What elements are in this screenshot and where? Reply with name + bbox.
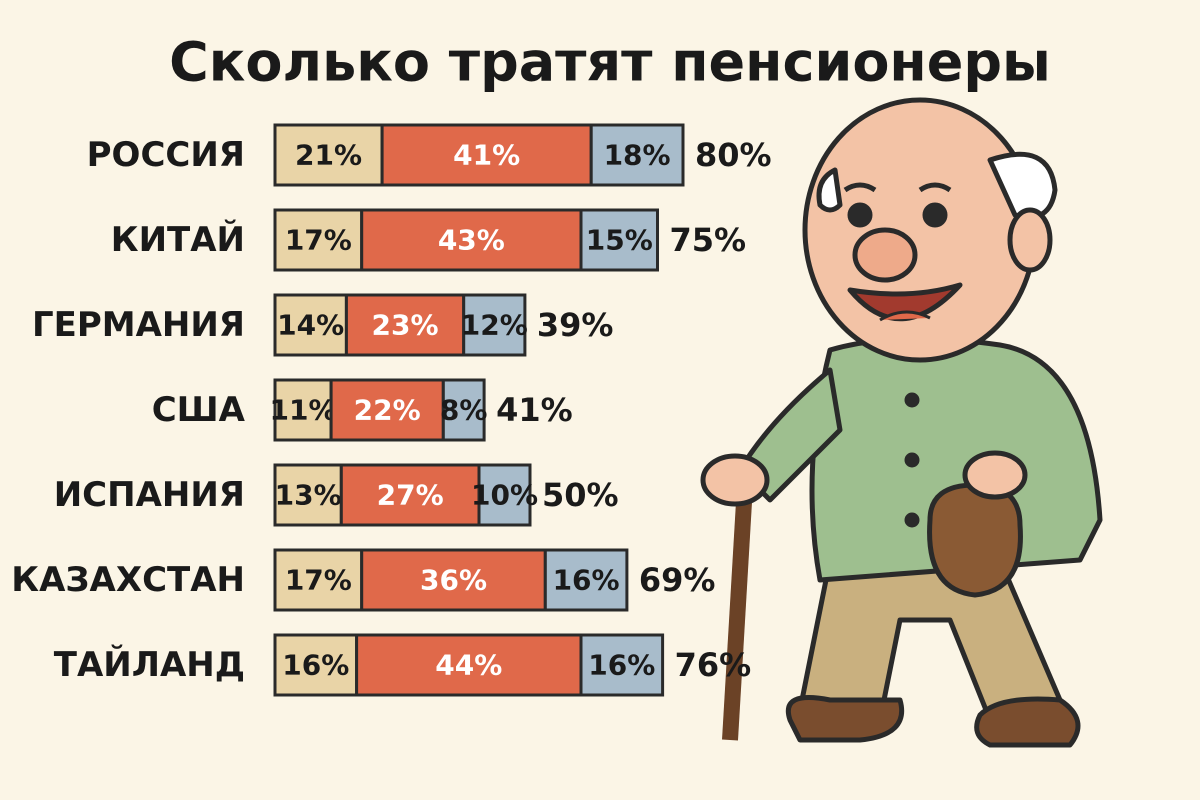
category-label: КАЗАХСТАН	[11, 560, 245, 600]
value-label: 14%	[277, 309, 344, 342]
category-label: ГЕРМАНИЯ	[32, 305, 245, 345]
value-label: 15%	[586, 224, 653, 257]
value-label: 43%	[438, 224, 505, 257]
total-label: 80%	[695, 136, 772, 174]
value-label: 22%	[354, 394, 421, 427]
total-label: 69%	[639, 561, 716, 599]
pensioner-illustration	[700, 97, 1103, 748]
value-label: 8%	[440, 394, 488, 427]
bar-segment	[380, 123, 593, 187]
category-label: ИСПАНИЯ	[54, 475, 245, 515]
bar-segment	[355, 633, 583, 697]
value-label: 11%	[270, 394, 337, 427]
value-label: 27%	[377, 479, 444, 512]
bar-segment	[579, 633, 665, 697]
bar-segment	[441, 378, 486, 442]
total-label: 41%	[496, 391, 573, 429]
value-label: 36%	[420, 564, 487, 597]
bars: РОССИЯ 21% 41% 18% 80% КИТАЙ 17% 43% 15% 75% ГЕРМА…	[11, 123, 772, 697]
total-label: 75%	[670, 221, 747, 259]
bar-segment	[579, 208, 659, 272]
bar-segment	[477, 463, 532, 527]
value-label: 23%	[372, 309, 439, 342]
value-label: 13%	[275, 479, 342, 512]
value-label: 18%	[604, 139, 671, 172]
category-label: США	[152, 390, 246, 430]
value-label: 10%	[471, 479, 538, 512]
bar-segment	[462, 293, 527, 357]
value-label: 16%	[588, 649, 655, 682]
bar-segment	[273, 548, 364, 612]
category-label: КИТАЙ	[111, 219, 245, 260]
value-label: 44%	[435, 649, 502, 682]
category-label: РОССИЯ	[87, 135, 245, 175]
bar-segment	[273, 293, 348, 357]
chart-title: Сколько тратят пенсионеры	[169, 31, 1051, 94]
value-label: 41%	[453, 139, 520, 172]
bar-segment	[329, 378, 445, 442]
value-label: 16%	[282, 649, 349, 682]
total-label: 50%	[542, 476, 619, 514]
value-label: 21%	[295, 139, 362, 172]
bar-segment	[360, 208, 583, 272]
value-label: 12%	[461, 309, 528, 342]
bar-segment	[273, 633, 359, 697]
total-label: 76%	[675, 646, 752, 684]
bar-segment	[543, 548, 629, 612]
bar-segment	[589, 123, 685, 187]
value-label: 17%	[285, 224, 352, 257]
bar-segment	[273, 378, 333, 442]
value-label: 16%	[553, 564, 620, 597]
total-label: 39%	[537, 306, 614, 344]
category-label: ТАЙЛАНД	[54, 644, 245, 685]
value-label: 17%	[285, 564, 352, 597]
